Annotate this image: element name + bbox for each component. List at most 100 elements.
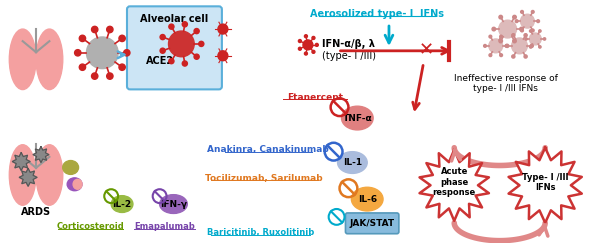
Circle shape [506,44,509,48]
Circle shape [532,29,534,32]
Circle shape [298,40,301,42]
Circle shape [160,48,165,53]
Text: TNF-α: TNF-α [343,113,372,122]
Circle shape [316,43,318,46]
Circle shape [312,36,315,40]
Ellipse shape [36,145,63,205]
Text: ACE2: ACE2 [146,56,173,66]
Circle shape [160,34,165,40]
Text: ✕: ✕ [419,41,434,59]
Circle shape [499,39,502,43]
Circle shape [499,20,517,38]
Text: Ineffective response of
type- I /III IFNs: Ineffective response of type- I /III IFN… [454,74,557,93]
Text: IL-2: IL-2 [112,200,131,209]
Circle shape [530,44,533,48]
Circle shape [532,10,534,13]
Polygon shape [33,147,49,163]
Circle shape [489,54,492,57]
Circle shape [513,39,516,43]
Circle shape [500,54,502,57]
Circle shape [169,59,174,64]
Circle shape [312,50,315,53]
Ellipse shape [352,187,383,211]
Circle shape [513,15,516,19]
Circle shape [74,50,81,56]
Circle shape [515,20,518,22]
Circle shape [182,61,187,66]
Polygon shape [419,150,489,221]
Text: Emapalumab: Emapalumab [134,222,195,231]
Text: Acute
phase
response: Acute phase response [433,167,476,197]
Circle shape [537,20,539,22]
Circle shape [512,55,515,58]
Circle shape [539,46,541,48]
Circle shape [124,50,130,56]
Circle shape [529,33,541,45]
Circle shape [194,54,199,59]
Ellipse shape [73,179,82,189]
Text: Baricitinib, Ruxolitinib: Baricitinib, Ruxolitinib [207,228,314,237]
Circle shape [79,35,86,41]
Circle shape [505,44,508,47]
Circle shape [520,27,523,31]
Circle shape [484,44,487,47]
Circle shape [525,38,527,40]
Circle shape [218,51,228,61]
Ellipse shape [10,145,36,205]
Circle shape [543,38,545,40]
Text: Anakinra, Canakinumab: Anakinra, Canakinumab [208,145,329,154]
Circle shape [218,24,228,34]
Circle shape [539,30,541,32]
Ellipse shape [111,196,133,213]
Ellipse shape [338,152,367,173]
Ellipse shape [63,161,79,174]
Circle shape [92,26,98,33]
Circle shape [86,37,118,69]
Circle shape [520,14,535,28]
Circle shape [489,39,503,53]
Circle shape [521,29,523,32]
Circle shape [107,73,113,79]
Circle shape [169,24,174,29]
Circle shape [530,46,532,48]
Circle shape [303,40,313,50]
Circle shape [500,35,502,38]
Text: JAK/STAT: JAK/STAT [350,219,395,228]
Text: IL-6: IL-6 [358,195,377,203]
Circle shape [492,27,496,31]
Circle shape [512,38,527,54]
Polygon shape [509,148,582,223]
Ellipse shape [67,178,82,191]
Text: IFN-γ: IFN-γ [160,200,187,209]
Text: IFN-α/β, λ: IFN-α/β, λ [322,39,374,49]
Circle shape [304,35,307,38]
Circle shape [169,31,194,57]
FancyBboxPatch shape [127,6,222,89]
Text: IL-1: IL-1 [343,158,362,167]
Text: Aerosolized type- I  IFNs: Aerosolized type- I IFNs [310,9,444,19]
Circle shape [489,35,492,38]
Circle shape [119,64,125,70]
Ellipse shape [10,29,36,90]
Ellipse shape [36,29,63,90]
Ellipse shape [341,106,373,130]
Ellipse shape [160,195,187,214]
Circle shape [499,15,502,19]
Circle shape [199,41,204,46]
Text: Alveolar cell: Alveolar cell [140,14,209,24]
Text: Tocilizumab, Sarilumab: Tocilizumab, Sarilumab [205,174,322,183]
Text: ARDS: ARDS [21,207,51,217]
Text: Type- I /III
IFNs: Type- I /III IFNs [522,173,568,192]
Circle shape [521,10,523,13]
FancyBboxPatch shape [346,213,399,234]
Text: Etanercept: Etanercept [287,93,343,102]
Circle shape [107,26,113,33]
Circle shape [304,52,307,55]
Circle shape [79,64,86,70]
Circle shape [530,30,532,32]
Circle shape [194,29,199,34]
Text: (type- I /III): (type- I /III) [322,51,376,61]
Polygon shape [19,168,37,186]
Circle shape [524,34,527,37]
Circle shape [512,34,515,37]
